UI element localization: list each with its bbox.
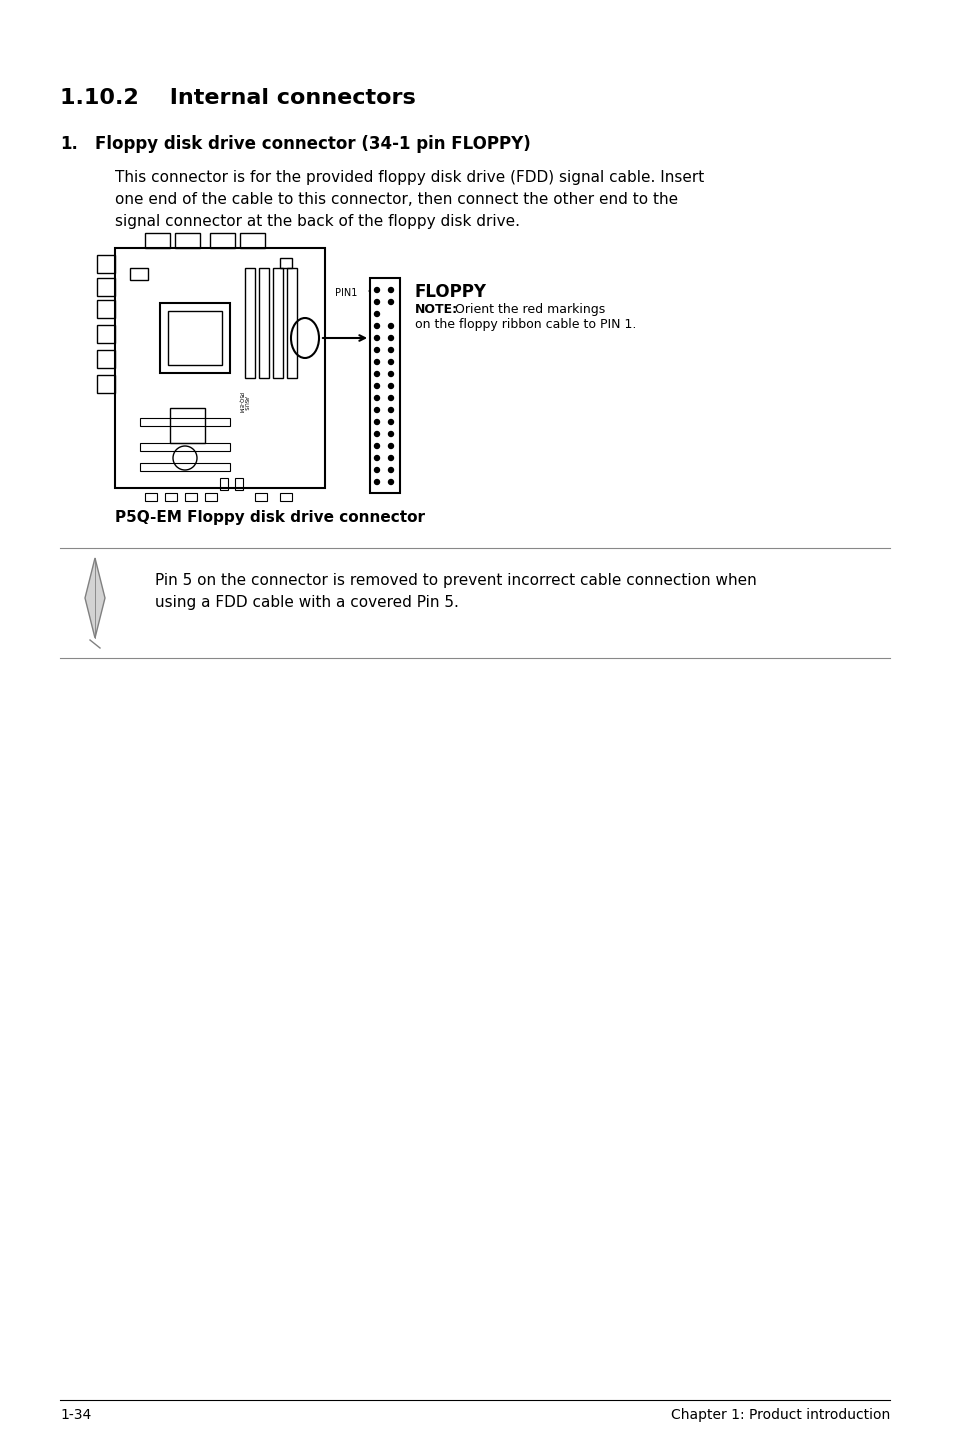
Bar bbox=[130, 267, 148, 280]
Circle shape bbox=[375, 360, 379, 364]
Bar bbox=[168, 311, 222, 365]
Polygon shape bbox=[85, 558, 105, 638]
Text: This connector is for the provided floppy disk drive (FDD) signal cable. Insert: This connector is for the provided flopp… bbox=[115, 170, 703, 186]
Bar bbox=[254, 493, 267, 500]
Circle shape bbox=[375, 420, 379, 424]
Circle shape bbox=[375, 456, 379, 460]
Text: Orient the red markings: Orient the red markings bbox=[455, 303, 604, 316]
Circle shape bbox=[375, 324, 379, 328]
Bar bbox=[220, 477, 228, 490]
Bar bbox=[165, 493, 177, 500]
Circle shape bbox=[388, 324, 393, 328]
Circle shape bbox=[375, 335, 379, 341]
Circle shape bbox=[375, 467, 379, 473]
Bar bbox=[370, 278, 399, 493]
Bar bbox=[145, 493, 157, 500]
Text: one end of the cable to this connector, then connect the other end to the: one end of the cable to this connector, … bbox=[115, 193, 678, 207]
Bar bbox=[234, 477, 243, 490]
Text: 1.10.2    Internal connectors: 1.10.2 Internal connectors bbox=[60, 88, 416, 108]
Circle shape bbox=[375, 479, 379, 485]
Circle shape bbox=[388, 407, 393, 413]
Bar bbox=[280, 257, 292, 267]
Bar bbox=[258, 267, 269, 378]
Bar bbox=[205, 493, 216, 500]
Circle shape bbox=[388, 443, 393, 449]
Circle shape bbox=[388, 395, 393, 401]
Circle shape bbox=[375, 431, 379, 437]
Circle shape bbox=[375, 348, 379, 352]
Text: Chapter 1: Product introduction: Chapter 1: Product introduction bbox=[670, 1408, 889, 1422]
Circle shape bbox=[388, 335, 393, 341]
Text: 1-34: 1-34 bbox=[60, 1408, 91, 1422]
Circle shape bbox=[388, 360, 393, 364]
Text: ASUS
P5Q-EM: ASUS P5Q-EM bbox=[237, 393, 248, 414]
Text: 1.: 1. bbox=[60, 135, 78, 152]
Bar bbox=[185, 493, 196, 500]
Circle shape bbox=[375, 299, 379, 305]
Circle shape bbox=[375, 384, 379, 388]
Text: NOTE:: NOTE: bbox=[415, 303, 457, 316]
Bar bbox=[273, 267, 283, 378]
Circle shape bbox=[388, 467, 393, 473]
Text: signal connector at the back of the floppy disk drive.: signal connector at the back of the flop… bbox=[115, 214, 519, 229]
Text: PIN1: PIN1 bbox=[335, 288, 357, 298]
Circle shape bbox=[375, 371, 379, 377]
Bar bbox=[140, 443, 230, 452]
Text: Pin 5 on the connector is removed to prevent incorrect cable connection when: Pin 5 on the connector is removed to pre… bbox=[154, 572, 756, 588]
Circle shape bbox=[388, 348, 393, 352]
Circle shape bbox=[375, 443, 379, 449]
Text: using a FDD cable with a covered Pin 5.: using a FDD cable with a covered Pin 5. bbox=[154, 595, 458, 610]
Circle shape bbox=[388, 420, 393, 424]
Circle shape bbox=[388, 479, 393, 485]
Circle shape bbox=[375, 407, 379, 413]
Text: Floppy disk drive connector (34-1 pin FLOPPY): Floppy disk drive connector (34-1 pin FL… bbox=[95, 135, 530, 152]
Bar bbox=[140, 418, 230, 426]
Bar bbox=[280, 493, 292, 500]
Text: FLOPPY: FLOPPY bbox=[415, 283, 486, 301]
Circle shape bbox=[388, 288, 393, 292]
Bar bbox=[140, 463, 230, 472]
Circle shape bbox=[375, 395, 379, 401]
Bar bbox=[287, 267, 296, 378]
Text: on the floppy ribbon cable to PIN 1.: on the floppy ribbon cable to PIN 1. bbox=[415, 318, 636, 331]
Bar bbox=[245, 267, 254, 378]
Circle shape bbox=[375, 312, 379, 316]
Circle shape bbox=[375, 288, 379, 292]
Bar bbox=[170, 408, 205, 443]
Circle shape bbox=[388, 299, 393, 305]
Circle shape bbox=[388, 384, 393, 388]
Circle shape bbox=[388, 431, 393, 437]
Bar bbox=[160, 303, 230, 372]
Text: P5Q-EM Floppy disk drive connector: P5Q-EM Floppy disk drive connector bbox=[115, 510, 424, 525]
Circle shape bbox=[388, 456, 393, 460]
Circle shape bbox=[388, 371, 393, 377]
